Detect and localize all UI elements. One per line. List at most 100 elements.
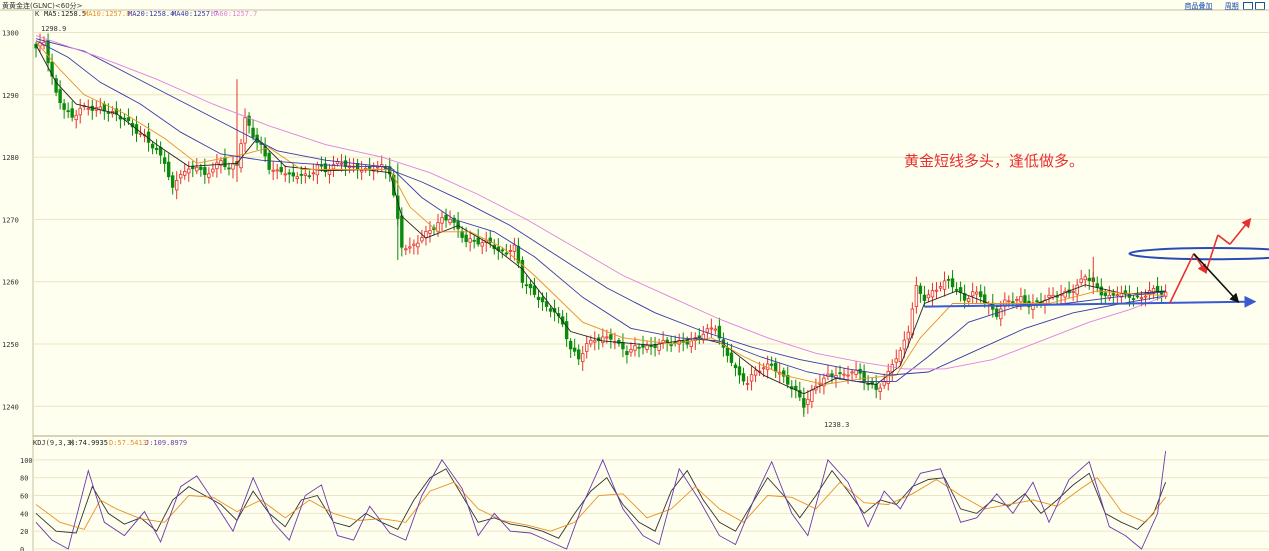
candle-body (886, 371, 890, 384)
candle-body (58, 89, 62, 103)
candle-body (227, 167, 231, 170)
candle-body (669, 344, 673, 346)
candle-body (782, 370, 786, 377)
candle-body (794, 385, 798, 391)
candle-body (1111, 293, 1116, 296)
kdj-j-legend: J:109.8979 (145, 439, 187, 447)
candle-body (705, 328, 710, 333)
kdj-tick-label: 100 (20, 457, 33, 465)
moving-average-series (35, 35, 1166, 395)
candle-body (999, 308, 1003, 320)
candle-body (1155, 285, 1160, 292)
candle-body (862, 371, 866, 382)
candle-body (154, 147, 159, 151)
candle-body (251, 127, 255, 138)
candle-body (1023, 295, 1027, 304)
low-price-label: 1238.3 (824, 421, 849, 429)
candle-body (609, 334, 613, 340)
candle-body (174, 180, 179, 191)
candle-body (548, 308, 553, 312)
candle-body (247, 115, 251, 126)
candle-body (504, 252, 509, 255)
candle-body (307, 175, 312, 178)
candle-body (946, 278, 951, 281)
candle-body (456, 220, 460, 230)
candle-body (1063, 290, 1067, 298)
candle-body (540, 297, 545, 303)
candle-body (761, 367, 766, 370)
candle-body (625, 351, 629, 355)
candle-body (637, 346, 641, 349)
candle-body (74, 114, 78, 121)
candle-body (882, 381, 886, 386)
candle-body (633, 345, 637, 351)
candle-body (158, 146, 163, 156)
analysis-drawings (924, 217, 1269, 308)
candle-body (275, 169, 279, 172)
candle-body (1103, 292, 1108, 296)
candle-body (930, 290, 935, 298)
candle-body (54, 78, 58, 93)
ma-line-ma60 (35, 35, 1166, 370)
candle-body (1083, 276, 1087, 281)
candle-body (66, 110, 70, 113)
resistance-ellipse (1128, 247, 1269, 261)
candle-body (319, 164, 324, 167)
candle-body (448, 218, 452, 224)
price-tick-label: 1270 (2, 216, 19, 224)
kdj-tick-label: 40 (20, 510, 28, 518)
candle-body (102, 103, 107, 112)
candle-body (966, 298, 971, 302)
kdj-d-legend: D:57.5413 (109, 439, 147, 447)
candle-body (183, 171, 187, 176)
candle-body (938, 286, 943, 289)
candle-body (287, 172, 291, 175)
candle-body (934, 289, 939, 292)
candle-body (516, 245, 521, 264)
kdj-axis: 100 80 60 40 20 0 (20, 457, 33, 551)
candle-body (170, 175, 175, 188)
ma60-legend: MA60:1257.7 (211, 10, 257, 18)
candle-body (78, 107, 82, 116)
candle-body (657, 343, 661, 351)
candle-body (773, 362, 778, 372)
kdj-tick-label: 20 (20, 528, 28, 536)
candle-body (1035, 300, 1039, 303)
candle-body (729, 352, 734, 363)
candle-body (737, 366, 742, 376)
candle-body (842, 373, 846, 376)
chart-title: 黄黄金连(GLNC)<60分> (2, 2, 83, 10)
price-tick-label: 1260 (2, 279, 19, 287)
candle-body (1011, 301, 1015, 304)
candle-body (271, 169, 275, 172)
candle-body (665, 339, 669, 343)
candle-body (769, 363, 774, 366)
ma40-legend: MA40:1257.7 (172, 10, 218, 18)
candle-body (645, 345, 649, 350)
candle-body (536, 296, 541, 301)
candle-body (392, 174, 396, 196)
kdj-tick-label: 0 (20, 546, 24, 551)
overlay-products-link[interactable]: 商品叠加 (1184, 2, 1213, 10)
candle-body (70, 108, 74, 118)
candle-body (1019, 296, 1023, 303)
candle-body (713, 328, 718, 331)
candle-body (62, 103, 66, 110)
period-link[interactable]: 周期 (1224, 2, 1239, 10)
candle-body (974, 291, 979, 295)
candle-body (508, 250, 513, 252)
pullback-projection-arrow (1193, 253, 1240, 304)
candle-body (1031, 302, 1035, 310)
candle-body (906, 331, 911, 340)
candle-body (359, 170, 364, 173)
kdj-series (35, 450, 1167, 550)
candle-body (629, 349, 633, 353)
candle-body (323, 163, 328, 173)
candle-body (444, 214, 448, 221)
candle-body (810, 389, 814, 402)
price-axis: 1300 1290 1280 1270 1260 1250 1240 (2, 29, 19, 411)
candle-body (661, 340, 665, 343)
candle-body (311, 172, 316, 175)
candle-body (460, 231, 464, 238)
candle-body (641, 344, 645, 348)
